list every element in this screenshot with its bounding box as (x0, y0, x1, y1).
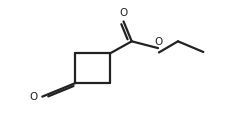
Text: O: O (119, 8, 128, 18)
Text: O: O (154, 37, 162, 47)
Text: O: O (29, 92, 38, 102)
